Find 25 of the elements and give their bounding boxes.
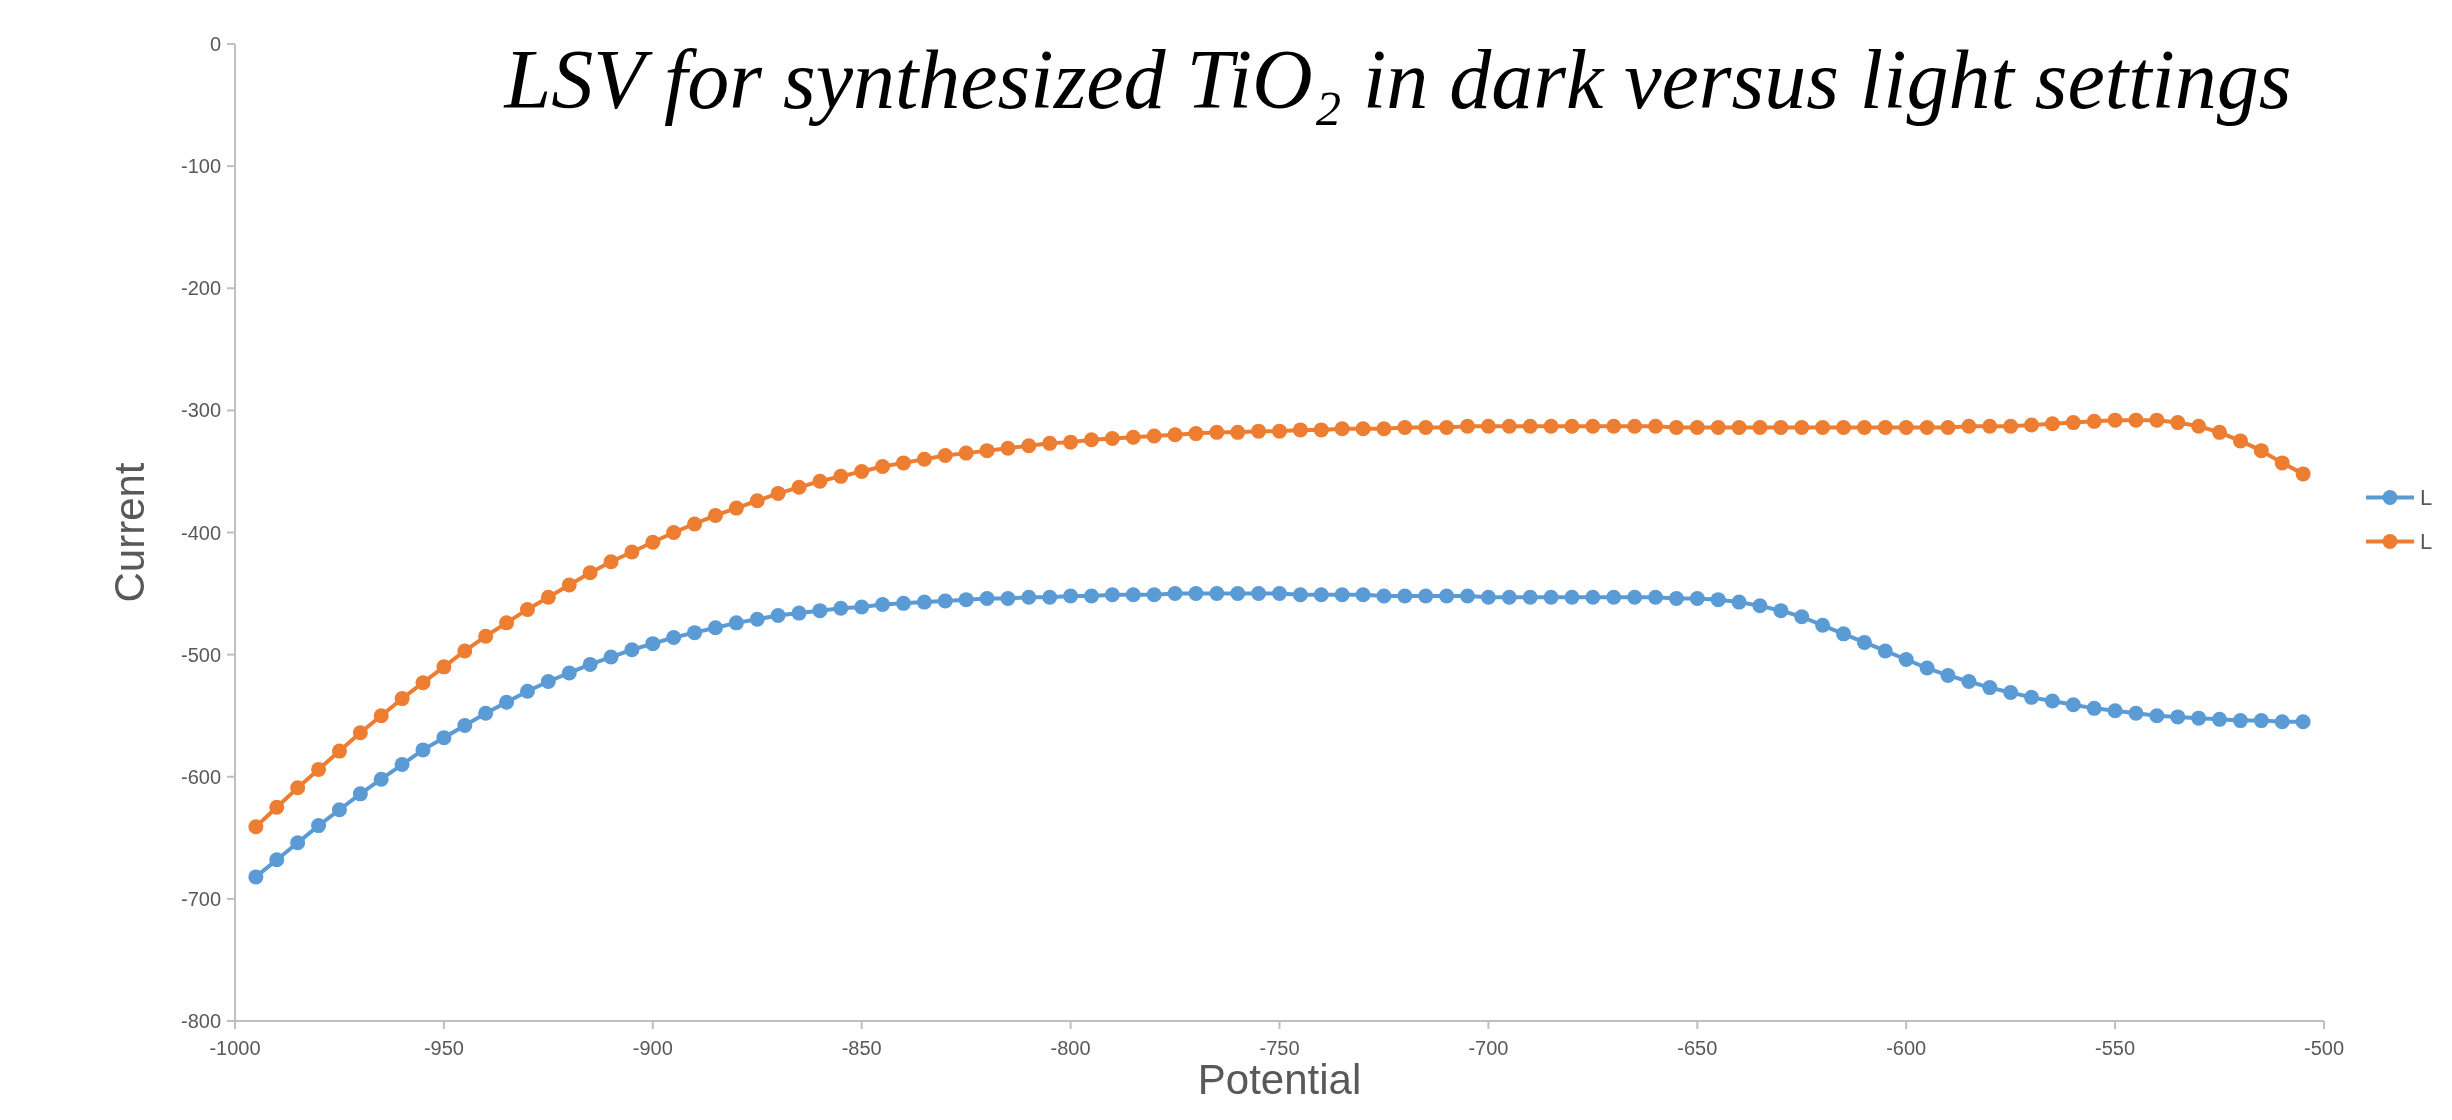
x-tick-label: -700 bbox=[1468, 1037, 1509, 1059]
y-tick-label: 0 bbox=[209, 33, 221, 55]
y-tick-label: -700 bbox=[180, 887, 221, 910]
y-axis-title: Current bbox=[106, 462, 153, 603]
x-tick-label: -950 bbox=[423, 1037, 464, 1059]
x-tick-label: -900 bbox=[632, 1037, 673, 1059]
y-tick-label: -500 bbox=[180, 643, 221, 666]
x-axis-title: Potential bbox=[1197, 1056, 1362, 1103]
x-tick-label: -1000 bbox=[209, 1037, 261, 1059]
x-tick-label: -650 bbox=[1677, 1037, 1718, 1059]
y-tick-label: -800 bbox=[180, 1010, 221, 1032]
x-tick-label: -750 bbox=[1259, 1037, 1300, 1059]
x-tick-label: -500 bbox=[2303, 1037, 2345, 1059]
y-tick-label: -300 bbox=[180, 399, 221, 422]
legend-label: L bbox=[2420, 529, 2433, 555]
y-tick-label: -100 bbox=[180, 155, 221, 178]
x-tick-label: -550 bbox=[2095, 1037, 2136, 1059]
y-tick-label: -200 bbox=[180, 277, 221, 300]
legend-label: L bbox=[2420, 485, 2433, 511]
x-tick-label: -850 bbox=[841, 1037, 882, 1059]
y-tick-label: -600 bbox=[180, 765, 221, 788]
x-tick-label: -600 bbox=[1886, 1037, 1927, 1059]
x-tick-label: -800 bbox=[1050, 1037, 1091, 1059]
chart-title: LSV for synthesized TiO₂ in dark versus light settings bbox=[503, 33, 2292, 126]
y-tick-label: -400 bbox=[180, 521, 221, 544]
